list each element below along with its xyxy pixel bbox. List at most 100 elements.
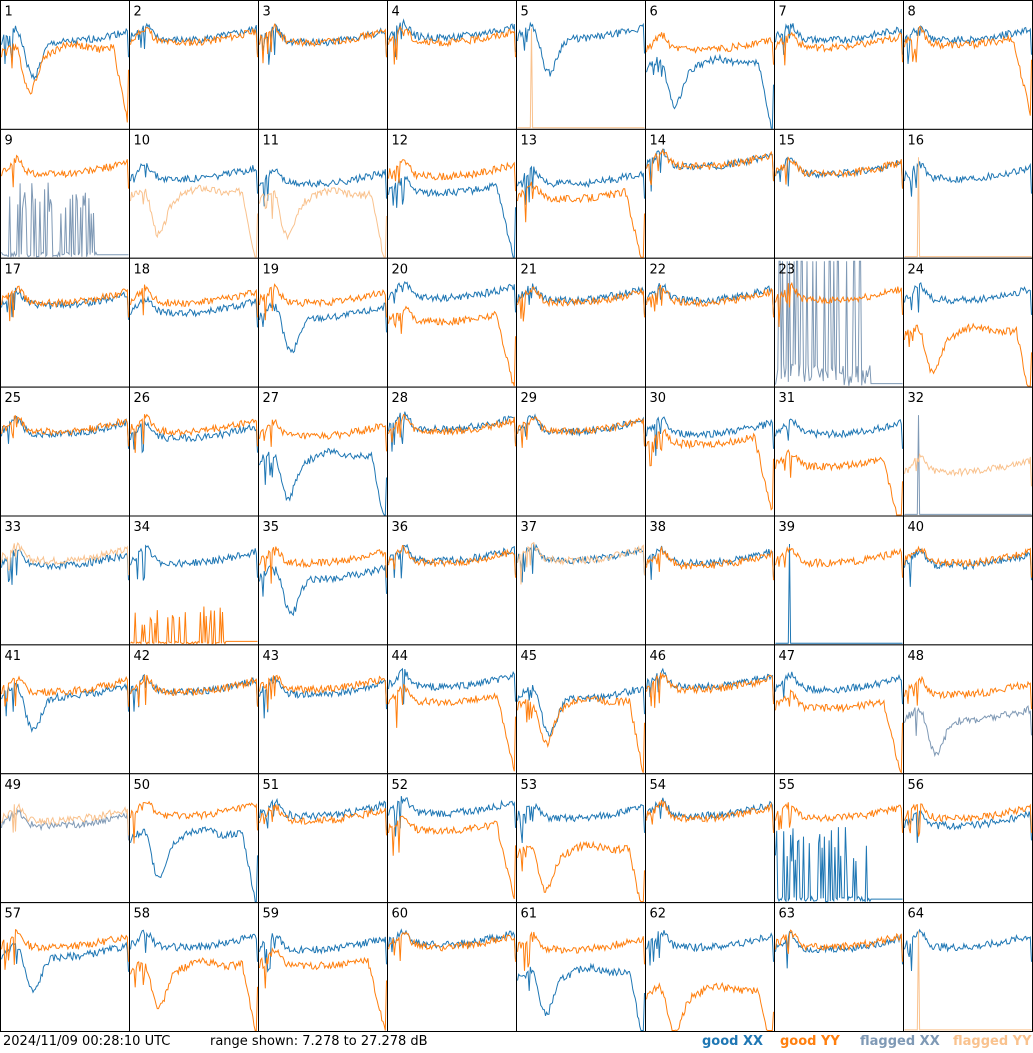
panel-label: 10: [134, 133, 151, 148]
series-yy: [904, 322, 1032, 387]
panel-frame: [645, 257, 775, 388]
panel-label: 24: [908, 262, 925, 277]
panel-label: 11: [263, 133, 280, 148]
series-yy: [646, 428, 774, 511]
tile-panel: 55: [774, 773, 904, 904]
tile-panel: 12: [387, 128, 517, 259]
series-xx: [775, 827, 903, 904]
tile-panel: 50: [129, 773, 259, 904]
panel-label: 23: [779, 262, 796, 277]
tile-panel: 54: [645, 773, 775, 904]
series-yy: [904, 157, 1032, 258]
panel-frame: [387, 0, 517, 130]
tile-panel: 21: [516, 257, 646, 388]
series-xx: [388, 543, 516, 579]
tile-panel: 1: [0, 0, 130, 130]
series-yy: [1, 929, 129, 970]
panel-frame: [903, 773, 1033, 904]
tile-panel: 16: [903, 128, 1033, 259]
panel-label: 7: [779, 5, 787, 20]
series-yy: [130, 284, 258, 318]
panel-label: 30: [650, 391, 667, 406]
panel-label: 38: [650, 520, 667, 535]
series-xx: [388, 18, 516, 58]
panel-label: 20: [392, 262, 409, 277]
panel-label: 22: [650, 262, 667, 277]
series-xx: [775, 23, 903, 55]
panel-frame: [645, 128, 775, 259]
series-yy: [904, 803, 1032, 837]
panel-label: 47: [779, 649, 796, 664]
tile-panel: 13: [516, 128, 646, 259]
series-yy: [904, 930, 1032, 1031]
series-yy: [259, 947, 387, 1031]
series-xx: [130, 421, 258, 454]
series-xx: [259, 797, 387, 831]
series-yy: [130, 413, 258, 453]
panel-frame: [0, 0, 130, 130]
series-xx: [775, 671, 903, 705]
tile-panel: 61: [516, 902, 646, 1032]
panel-label: 12: [392, 133, 409, 148]
series-xx: [517, 165, 645, 205]
panel-label: 27: [263, 391, 280, 406]
panel-label: 36: [392, 520, 409, 535]
series-yy: [517, 695, 645, 773]
series-xx: [646, 416, 774, 456]
tile-panel: 18: [129, 257, 259, 388]
series-xx: [388, 796, 516, 837]
series-yy: [130, 957, 258, 1031]
series-xx: [904, 705, 1032, 758]
panel-label: 64: [908, 907, 925, 922]
series-xx: [517, 802, 645, 844]
panel-frame: [645, 386, 775, 517]
panel-label: 15: [779, 133, 796, 148]
panel-label: 40: [908, 520, 925, 535]
series-xx: [775, 930, 903, 969]
series-xx: [130, 826, 258, 903]
series-yy: [775, 281, 903, 328]
series-yy: [1, 802, 129, 836]
panel-label: 53: [521, 778, 538, 793]
series-yy: [517, 931, 645, 971]
panel-label: 60: [392, 907, 409, 922]
panel-frame: [0, 257, 130, 388]
panel-frame: [387, 386, 517, 517]
series-xx: [259, 676, 387, 719]
series-yy: [775, 929, 903, 962]
tile-panel: 22: [645, 257, 775, 388]
panel-label: 54: [650, 778, 667, 793]
panel-frame: [258, 257, 388, 388]
series-yy: [775, 156, 903, 189]
series-yy: [259, 418, 387, 452]
panel-frame: [387, 257, 517, 388]
panel-frame: [516, 0, 646, 130]
series-yy: [388, 25, 516, 65]
tile-panel: 44: [387, 644, 517, 775]
tile-panel: 35: [258, 515, 388, 646]
panel-frame: [129, 0, 259, 130]
series-yy: [388, 413, 516, 447]
tile-panel: 57: [0, 902, 130, 1032]
series-yy: [646, 981, 774, 1032]
panel-frame: [258, 0, 388, 130]
tile-panel: 30: [645, 386, 775, 517]
series-xx: [1, 808, 129, 841]
tile-panel: 25: [0, 386, 130, 517]
series-yy: [388, 305, 516, 387]
tile-panel: 59: [258, 902, 388, 1032]
tile-panel: 3: [258, 0, 388, 130]
panel-frame: [258, 386, 388, 517]
series-xx: [1, 941, 129, 994]
panel-label: 52: [392, 778, 409, 793]
tile-panel: 29: [516, 386, 646, 517]
tile-panel: 24: [903, 257, 1033, 388]
series-xx: [775, 543, 903, 644]
series-yy: [1, 154, 129, 189]
series-yy: [904, 452, 1032, 487]
series-yy: [388, 159, 516, 192]
panel-label: 41: [5, 649, 22, 664]
series-yy: [646, 32, 774, 65]
footer: 2024/11/09 00:28:10 UTC range shown: 7.2…: [0, 1032, 1033, 1053]
series-yy: [646, 799, 774, 833]
